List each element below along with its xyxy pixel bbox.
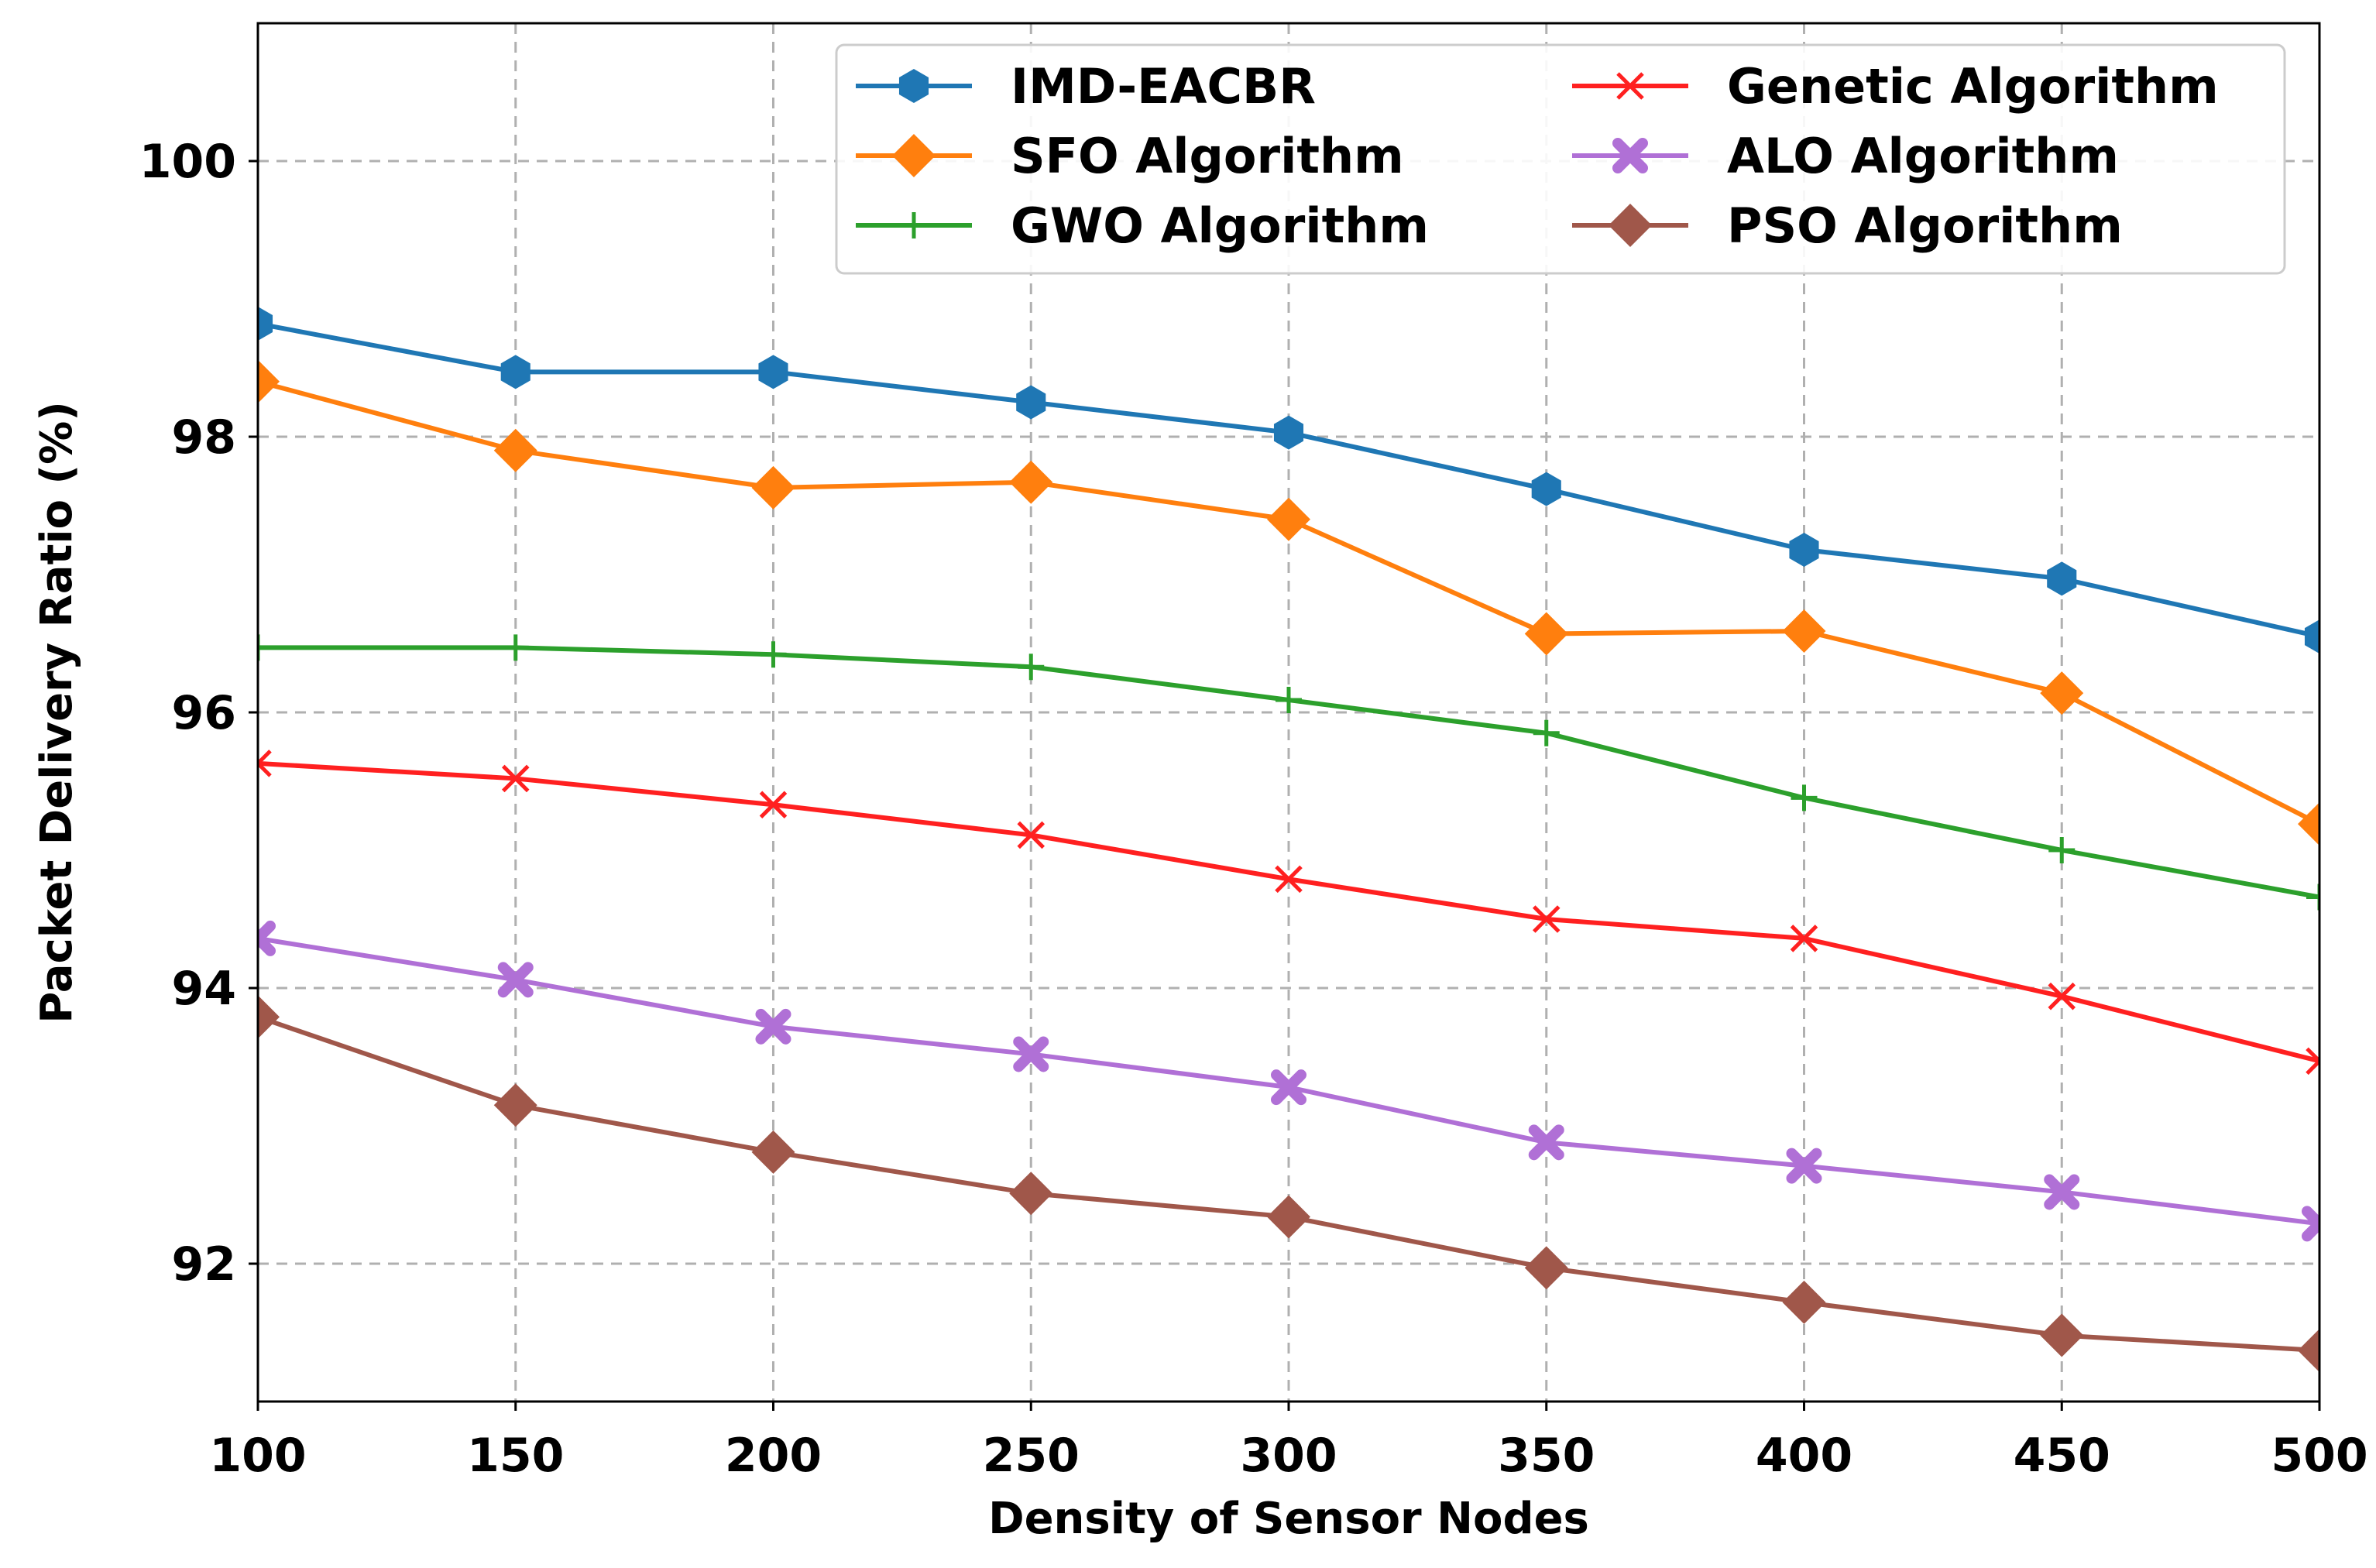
legend-box: [835, 43, 2286, 275]
data-point: [502, 634, 529, 661]
legend-label: ALO Algorithm: [1727, 128, 2119, 184]
data-point: [1533, 719, 1560, 746]
data-point: [2044, 1174, 2080, 1210]
legend-item: PSO Algorithm: [1572, 197, 2123, 254]
data-point: [1275, 865, 1303, 894]
x-tick-label: 450: [2014, 1429, 2110, 1483]
data-point: [1267, 497, 1310, 541]
data-point: [2040, 671, 2084, 715]
legend-marker: [1612, 138, 1648, 173]
series-sfo-algorithm: [258, 359, 2319, 846]
data-point: [493, 428, 537, 472]
data-point: [1017, 821, 1046, 849]
legend-label: GWO Algorithm: [1011, 197, 1429, 254]
legend-label: IMD-EACBR: [1011, 58, 1316, 115]
data-point: [1789, 532, 1819, 567]
data-point: [258, 995, 280, 1039]
legend-item: ALO Algorithm: [1572, 128, 2119, 184]
data-point: [258, 307, 273, 341]
data-point: [2298, 1329, 2319, 1373]
data-point: [1013, 1036, 1049, 1072]
data-point: [1018, 654, 1045, 681]
data-point: [1524, 1246, 1568, 1290]
series-layer: [258, 307, 2319, 1373]
data-point: [1267, 1195, 1310, 1239]
y-tick-label: 94: [172, 962, 237, 1016]
data-point: [1524, 612, 1568, 656]
data-point: [1009, 1172, 1053, 1216]
legend-label: Genetic Algorithm: [1727, 58, 2219, 115]
tick-labels: 100 150 200 250 300 350 400 450 500 92 94 96 98 100: [139, 135, 2368, 1483]
data-point: [1016, 385, 1046, 420]
y-axis-title: Packet Delivery Ratio (%): [32, 401, 82, 1024]
data-point: [1531, 472, 1561, 506]
series-alo-algorithm: [258, 920, 2319, 1242]
data-point: [1782, 609, 1826, 653]
legend-label: SFO Algorithm: [1011, 128, 1404, 184]
x-tick-label: 100: [209, 1429, 306, 1483]
x-tick-label: 200: [725, 1429, 822, 1483]
data-point: [1273, 415, 1304, 450]
data-point: [1009, 460, 1053, 504]
data-point: [2048, 837, 2076, 863]
x-axis-title: Density of Sensor Nodes: [988, 1494, 1589, 1544]
x-tick-label: 250: [983, 1429, 1080, 1483]
data-point: [758, 355, 788, 389]
legend-label: PSO Algorithm: [1727, 197, 2123, 254]
data-point: [258, 634, 271, 661]
data-point: [751, 465, 795, 510]
data-point: [1782, 1280, 1826, 1324]
legend-item: SFO Algorithm: [856, 128, 1404, 184]
series-imd-eacbr: [258, 307, 2319, 654]
data-point: [497, 962, 534, 998]
data-point: [2304, 619, 2319, 654]
data-point: [258, 750, 272, 777]
legend-marker: [901, 212, 927, 238]
x-tick-label: 400: [1756, 1429, 1852, 1483]
legend-item: IMD-EACBR: [856, 58, 1316, 115]
data-point: [759, 791, 788, 819]
x-tick-label: 500: [2271, 1429, 2367, 1483]
legend-marker: [1609, 204, 1652, 247]
legend-marker: [898, 69, 929, 103]
data-point: [258, 920, 276, 956]
data-point: [2306, 884, 2319, 911]
x-tick-label: 300: [1240, 1429, 1337, 1483]
y-tick-label: 96: [172, 686, 237, 740]
data-point: [2040, 1313, 2084, 1357]
data-point: [760, 641, 787, 668]
legend: IMD-EACBR SFO Algorithm GWO Algorithm Genet…: [835, 43, 2286, 275]
legend-item: GWO Algorithm: [856, 197, 1429, 254]
data-point: [1532, 905, 1561, 933]
data-point: [2306, 1047, 2319, 1076]
data-point: [1271, 1069, 1306, 1106]
y-tick-label: 98: [172, 410, 237, 465]
data-point: [1790, 925, 1818, 952]
data-point: [1786, 1148, 1822, 1184]
data-point: [493, 1083, 537, 1127]
data-point: [755, 1008, 791, 1045]
data-point: [1791, 784, 1818, 811]
data-point: [2298, 802, 2319, 846]
legend-marker: [1616, 72, 1644, 100]
series-pso-algorithm: [258, 995, 2319, 1373]
data-point: [2047, 561, 2077, 596]
data-point: [1528, 1124, 1564, 1161]
series-gwo-algorithm: [258, 634, 2319, 911]
x-tick-label: 150: [467, 1429, 564, 1483]
data-point: [751, 1130, 795, 1174]
legend-item: Genetic Algorithm: [1572, 58, 2219, 115]
y-tick-label: 100: [139, 135, 236, 189]
data-point: [258, 359, 280, 403]
data-point: [500, 355, 530, 389]
data-point: [1276, 686, 1302, 713]
series-genetic-algorithm: [258, 750, 2319, 1076]
data-point: [501, 764, 530, 793]
data-point: [2302, 1206, 2319, 1242]
legend-marker: [892, 134, 936, 177]
data-point: [2048, 982, 2076, 1010]
x-tick-label: 350: [1498, 1429, 1595, 1483]
y-tick-label: 92: [172, 1237, 237, 1292]
